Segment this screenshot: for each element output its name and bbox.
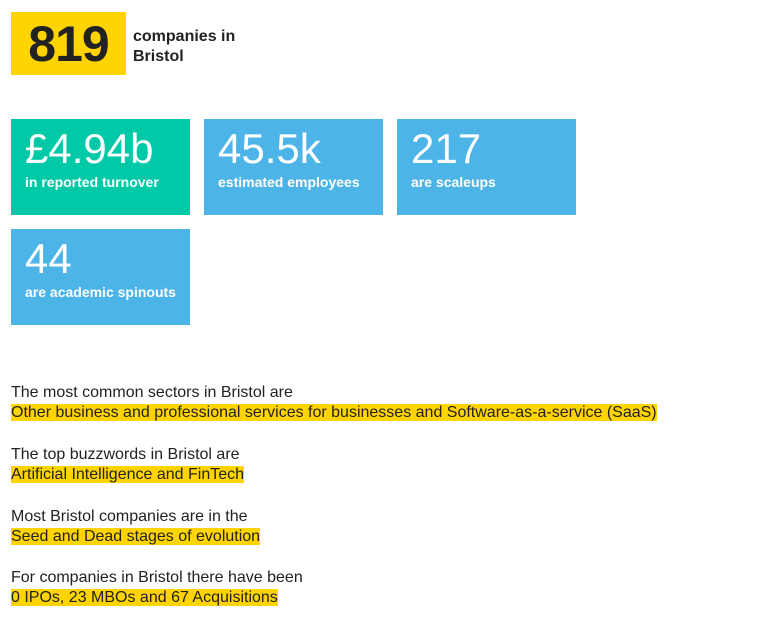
stat-label: estimated employees — [218, 174, 360, 190]
stat-value: 217 — [411, 125, 482, 172]
company-count-label: companies in Bristol — [133, 28, 236, 65]
fact-intro: The most common sectors in Bristol are — [11, 384, 293, 401]
stat-label: are academic spinouts — [25, 284, 176, 300]
fact: The most common sectors in Bristol are O… — [11, 383, 657, 423]
fact-intro: For companies in Bristol there have been — [11, 569, 303, 586]
fact-highlight: Artificial Intelligence and FinTech — [11, 466, 245, 483]
stat-tile: 45.5k estimated employees — [204, 119, 383, 215]
fact: Most Bristol companies are in the Seed a… — [11, 507, 261, 547]
fact: For companies in Bristol there have been… — [11, 568, 303, 608]
fact-highlight: Other business and professional services… — [11, 404, 657, 421]
stat-value: 44 — [25, 235, 72, 282]
fact-intro: Most Bristol companies are in the — [11, 508, 248, 525]
stat-tile: £4.94b in reported turnover — [11, 119, 190, 215]
fact-highlight: 0 IPOs, 23 MBOs and 67 Acquisitions — [11, 589, 278, 606]
stat-label: are scaleups — [411, 174, 496, 190]
stat-value: 45.5k — [218, 125, 321, 172]
fact-intro: The top buzzwords in Bristol are — [11, 446, 240, 463]
company-count: 819 — [11, 12, 126, 75]
stat-tile: 44 are academic spinouts — [11, 229, 190, 325]
stat-value: £4.94b — [25, 125, 154, 172]
stat-label: in reported turnover — [25, 174, 159, 190]
fact-highlight: Seed and Dead stages of evolution — [11, 528, 261, 545]
fact: The top buzzwords in Bristol are Artific… — [11, 445, 245, 485]
stat-tile: 217 are scaleups — [397, 119, 576, 215]
